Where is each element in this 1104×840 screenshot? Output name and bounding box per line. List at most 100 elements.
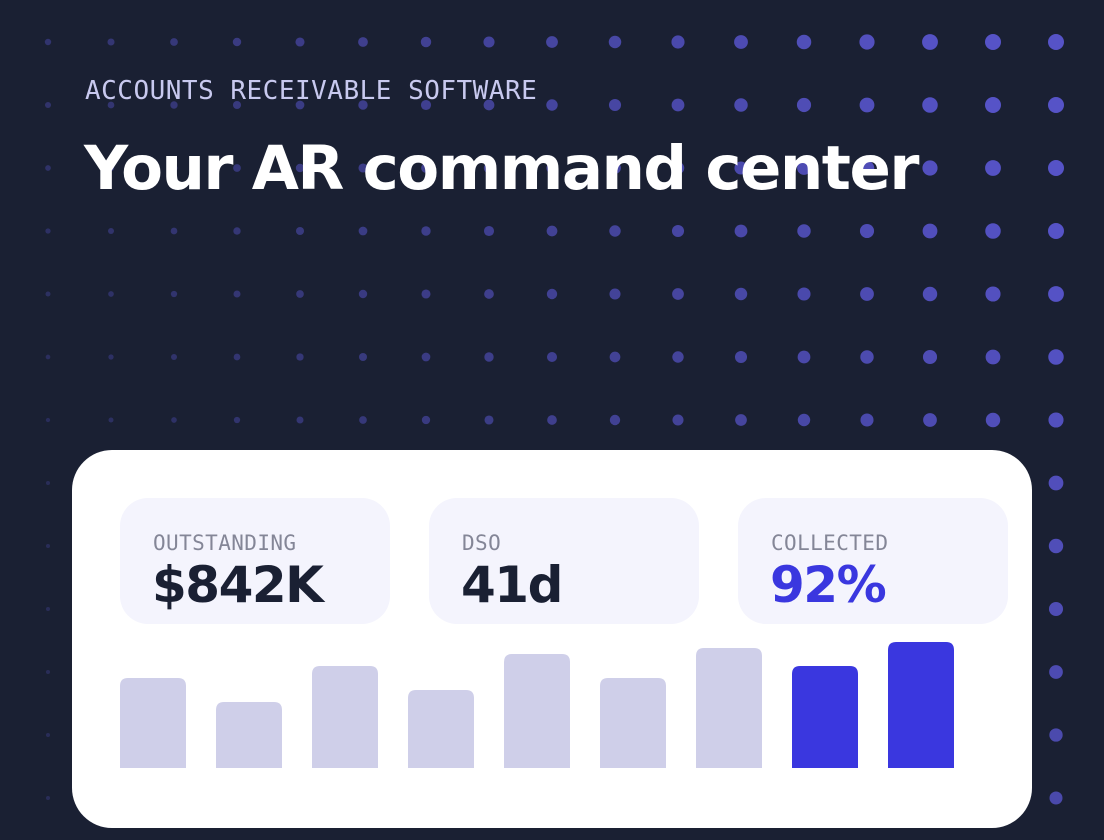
- grid-dot: [1048, 601, 1064, 617]
- stat-collected: COLLECTED 92%: [738, 498, 1008, 624]
- grid-dot: [45, 291, 51, 297]
- grid-dot: [358, 163, 368, 173]
- grid-dot: [985, 286, 1001, 302]
- grid-dot: [922, 97, 938, 113]
- bar-1: [120, 678, 186, 768]
- bar-9: [888, 642, 954, 768]
- grid-dot: [671, 224, 685, 238]
- grid-dot: [295, 37, 305, 47]
- grid-dot: [609, 225, 621, 237]
- grid-dot: [483, 99, 495, 111]
- bar-4: [408, 690, 474, 768]
- grid-dot: [421, 226, 431, 236]
- stat-value-collected: 92%: [770, 556, 887, 614]
- grid-dot: [546, 36, 558, 48]
- grid-dot: [734, 224, 748, 238]
- stat-label-dso: DSO: [462, 531, 502, 555]
- grid-dot: [1049, 728, 1063, 742]
- grid-dot: [796, 97, 812, 113]
- grid-dot: [734, 98, 748, 112]
- grid-dot: [484, 415, 494, 425]
- page-headline: Your AR command center: [84, 133, 919, 204]
- grid-dot: [483, 162, 495, 174]
- grid-dot: [608, 98, 622, 112]
- stat-label-collected: COLLECTED: [771, 531, 889, 555]
- grid-dot: [1048, 475, 1064, 491]
- grid-dot: [672, 414, 684, 426]
- grid-dot: [609, 414, 621, 426]
- bar-5: [504, 654, 570, 768]
- grid-dot: [108, 417, 114, 423]
- grid-dot: [421, 163, 431, 173]
- grid-dot: [45, 417, 51, 423]
- grid-dot: [358, 100, 368, 110]
- grid-dot: [796, 34, 812, 50]
- grid-dot: [671, 35, 685, 49]
- grid-dot: [922, 34, 938, 50]
- grid-dot: [46, 607, 50, 611]
- grid-dot: [1048, 34, 1064, 50]
- grid-dot: [985, 412, 1001, 428]
- grid-dot: [797, 287, 811, 301]
- grid-dot: [609, 288, 621, 300]
- grid-dot: [922, 349, 938, 365]
- grid-dot: [107, 164, 115, 172]
- grid-dot: [296, 290, 304, 298]
- grid-dot: [233, 227, 241, 235]
- grid-dot: [546, 225, 558, 237]
- grid-dot: [421, 352, 431, 362]
- grid-dot: [922, 223, 938, 239]
- grid-dot: [546, 162, 558, 174]
- grid-dot: [859, 97, 875, 113]
- grid-dot: [358, 37, 368, 47]
- grid-dot: [45, 165, 51, 171]
- ar-dashboard-card: OUTSTANDING $842K DSO 41d COLLECTED 92%: [72, 450, 1032, 828]
- bar-7: [696, 648, 762, 768]
- grid-dot: [233, 416, 241, 424]
- grid-dot: [859, 160, 875, 176]
- grid-dot: [672, 288, 684, 300]
- stat-outstanding: OUTSTANDING $842K: [120, 498, 390, 624]
- grid-dot: [296, 353, 304, 361]
- grid-dot: [735, 414, 747, 426]
- ar-bar-chart: [120, 642, 954, 768]
- grid-dot: [421, 289, 431, 299]
- grid-dot: [671, 161, 685, 175]
- grid-dot: [547, 415, 557, 425]
- grid-dot: [108, 354, 114, 360]
- eyebrow-label: ACCOUNTS RECEIVABLE SOFTWARE: [85, 76, 538, 106]
- grid-dot: [546, 351, 558, 363]
- grid-dot: [672, 351, 684, 363]
- grid-dot: [46, 481, 50, 485]
- grid-dot: [46, 796, 50, 800]
- grid-dot: [45, 228, 51, 234]
- grid-dot: [1049, 791, 1063, 805]
- grid-dot: [171, 417, 177, 423]
- bar-8: [792, 666, 858, 768]
- grid-dot: [107, 101, 115, 109]
- grid-dot: [108, 291, 114, 297]
- grid-dot: [1049, 665, 1063, 679]
- grid-dot: [232, 37, 242, 47]
- grid-dot: [609, 162, 621, 174]
- grid-dot: [734, 350, 748, 364]
- grid-dot: [295, 100, 305, 110]
- grid-dot: [546, 99, 558, 111]
- stat-value-outstanding: $842K: [152, 556, 324, 614]
- grid-dot: [734, 161, 748, 175]
- grid-dot: [483, 36, 495, 48]
- grid-dot: [985, 223, 1001, 239]
- grid-dot: [797, 350, 811, 364]
- grid-dot: [797, 224, 811, 238]
- grid-dot: [107, 227, 115, 235]
- grid-dot: [233, 164, 241, 172]
- grid-dot: [1048, 160, 1064, 176]
- grid-dot: [860, 287, 874, 301]
- grid-dot: [1048, 412, 1064, 428]
- grid-dot: [46, 544, 50, 548]
- grid-dot: [985, 160, 1001, 176]
- grid-dot: [985, 349, 1001, 365]
- grid-dot: [922, 160, 938, 176]
- grid-dot: [233, 290, 241, 298]
- grid-dot: [860, 413, 874, 427]
